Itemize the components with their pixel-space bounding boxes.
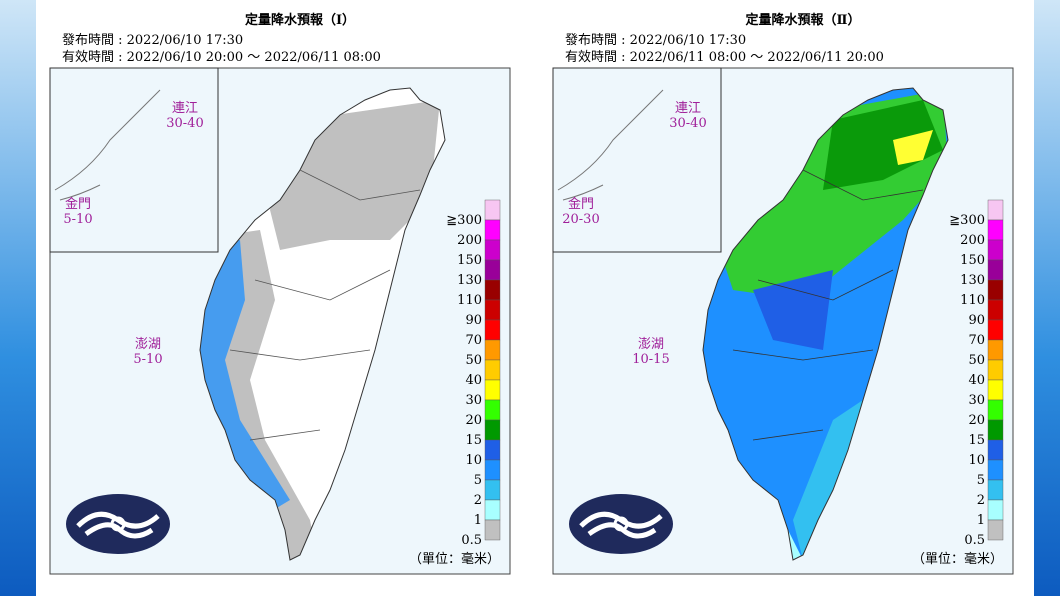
issued-time: 發布時間 : 2022/06/10 17:30: [62, 33, 243, 48]
legend-label: 20: [968, 413, 985, 428]
legend-label: 200: [457, 233, 482, 248]
unit: （單位：毫米）: [409, 551, 500, 567]
legend-label: 150: [457, 253, 482, 268]
title: 定量降水預報（Ⅰ）: [244, 12, 355, 28]
legend-swatch: [987, 199, 1004, 221]
legend-swatch: [484, 339, 501, 361]
legend-swatch: [484, 439, 501, 461]
legend-swatch: [987, 479, 1004, 501]
side-bar: [1034, 0, 1060, 596]
legend-label: 130: [457, 273, 482, 288]
legend-swatch: [484, 499, 501, 521]
valid-time: 有效時間 : 2022/06/10 20:00 ～ 2022/06/11 08:…: [62, 50, 381, 65]
legend-label: 70: [465, 333, 482, 348]
legend-label: 70: [968, 333, 985, 348]
legend-label: 0.5: [964, 533, 985, 548]
legend-label: 15: [465, 433, 482, 448]
legend-swatch: [987, 399, 1004, 421]
legend-swatch: [987, 279, 1004, 301]
legend-label: 20: [465, 413, 482, 428]
legend-label: 10: [465, 453, 482, 468]
legend-label: 110: [457, 293, 482, 308]
legend-swatch: [484, 279, 501, 301]
legend-swatch: [987, 459, 1004, 481]
legend-label: 30: [465, 393, 482, 408]
legend-swatch: [484, 259, 501, 281]
legend-swatch: [484, 519, 501, 541]
logo: [569, 494, 673, 554]
legend-swatch: [484, 199, 501, 221]
inset: [49, 67, 219, 253]
legend-swatch: [484, 479, 501, 501]
place-name: 連江: [172, 101, 198, 116]
inset: [552, 67, 722, 253]
legend-swatch: [484, 359, 501, 381]
place-range: 10-15: [632, 352, 669, 367]
legend-swatch: [484, 239, 501, 261]
place-name: 澎湖: [638, 337, 664, 352]
legend-label: 90: [465, 313, 482, 328]
legend-swatch: [484, 299, 501, 321]
legend-label: 1: [474, 513, 482, 528]
legend-swatch: [484, 379, 501, 401]
legend-swatch: [484, 419, 501, 441]
legend-label: 150: [960, 253, 985, 268]
place-name: 澎湖: [135, 337, 161, 352]
legend-swatch: [987, 239, 1004, 261]
legend-label: 130: [960, 273, 985, 288]
legend-label: 15: [968, 433, 985, 448]
place-range: 30-40: [166, 116, 203, 131]
legend-label: ≧300: [949, 213, 985, 228]
legend-swatch: [987, 219, 1004, 241]
legend-swatch: [987, 259, 1004, 281]
legend-label: 2: [474, 493, 482, 508]
panel: 定量降水預報（Ⅱ） 發布時間 : 2022/06/10 17:30 有效時間 : 2…: [552, 12, 1014, 575]
place-range: 5-10: [63, 212, 92, 227]
legend-label: 2: [977, 493, 985, 508]
legend-label: 90: [968, 313, 985, 328]
legend-swatch: [987, 359, 1004, 381]
legend-label: 110: [960, 293, 985, 308]
legend-swatch: [484, 319, 501, 341]
legend-label: 40: [465, 373, 482, 388]
legend-swatch: [484, 399, 501, 421]
legend-label: 5: [977, 473, 985, 488]
issued-time: 發布時間 : 2022/06/10 17:30: [565, 33, 746, 48]
legend-label: 5: [474, 473, 482, 488]
legend-swatch: [987, 319, 1004, 341]
place-name: 連江: [675, 101, 701, 116]
legend-swatch: [987, 439, 1004, 461]
legend-swatch: [987, 379, 1004, 401]
legend-swatch: [987, 339, 1004, 361]
legend-label: 10: [968, 453, 985, 468]
legend-swatch: [987, 299, 1004, 321]
place-name: 金門: [568, 196, 594, 212]
legend-label: 200: [960, 233, 985, 248]
legend-label: ≧300: [446, 213, 482, 228]
legend-swatch: [484, 219, 501, 241]
unit: （單位：毫米）: [912, 551, 1003, 567]
legend-label: 1: [977, 513, 985, 528]
legend-swatch: [987, 519, 1004, 541]
place-range: 30-40: [669, 116, 706, 131]
legend-swatch: [484, 459, 501, 481]
title: 定量降水預報（Ⅱ）: [745, 12, 861, 28]
panel: 定量降水預報（Ⅰ）發布時間 : 2022/06/10 17:30 有效時間 : 2…: [49, 12, 511, 575]
side-bar: [0, 0, 36, 596]
legend-label: 30: [968, 393, 985, 408]
legend-label: 40: [968, 373, 985, 388]
place-name: 金門: [65, 196, 91, 212]
legend-swatch: [987, 499, 1004, 521]
legend-swatch: [987, 419, 1004, 441]
legend-label: 0.5: [461, 533, 482, 548]
valid-time: 有效時間 : 2022/06/11 08:00 ～ 2022/06/11 20:…: [565, 50, 884, 65]
place-range: 20-30: [562, 212, 599, 227]
place-range: 5-10: [133, 352, 162, 367]
legend-label: 50: [968, 353, 985, 368]
logo: [66, 494, 170, 554]
legend-label: 50: [465, 353, 482, 368]
